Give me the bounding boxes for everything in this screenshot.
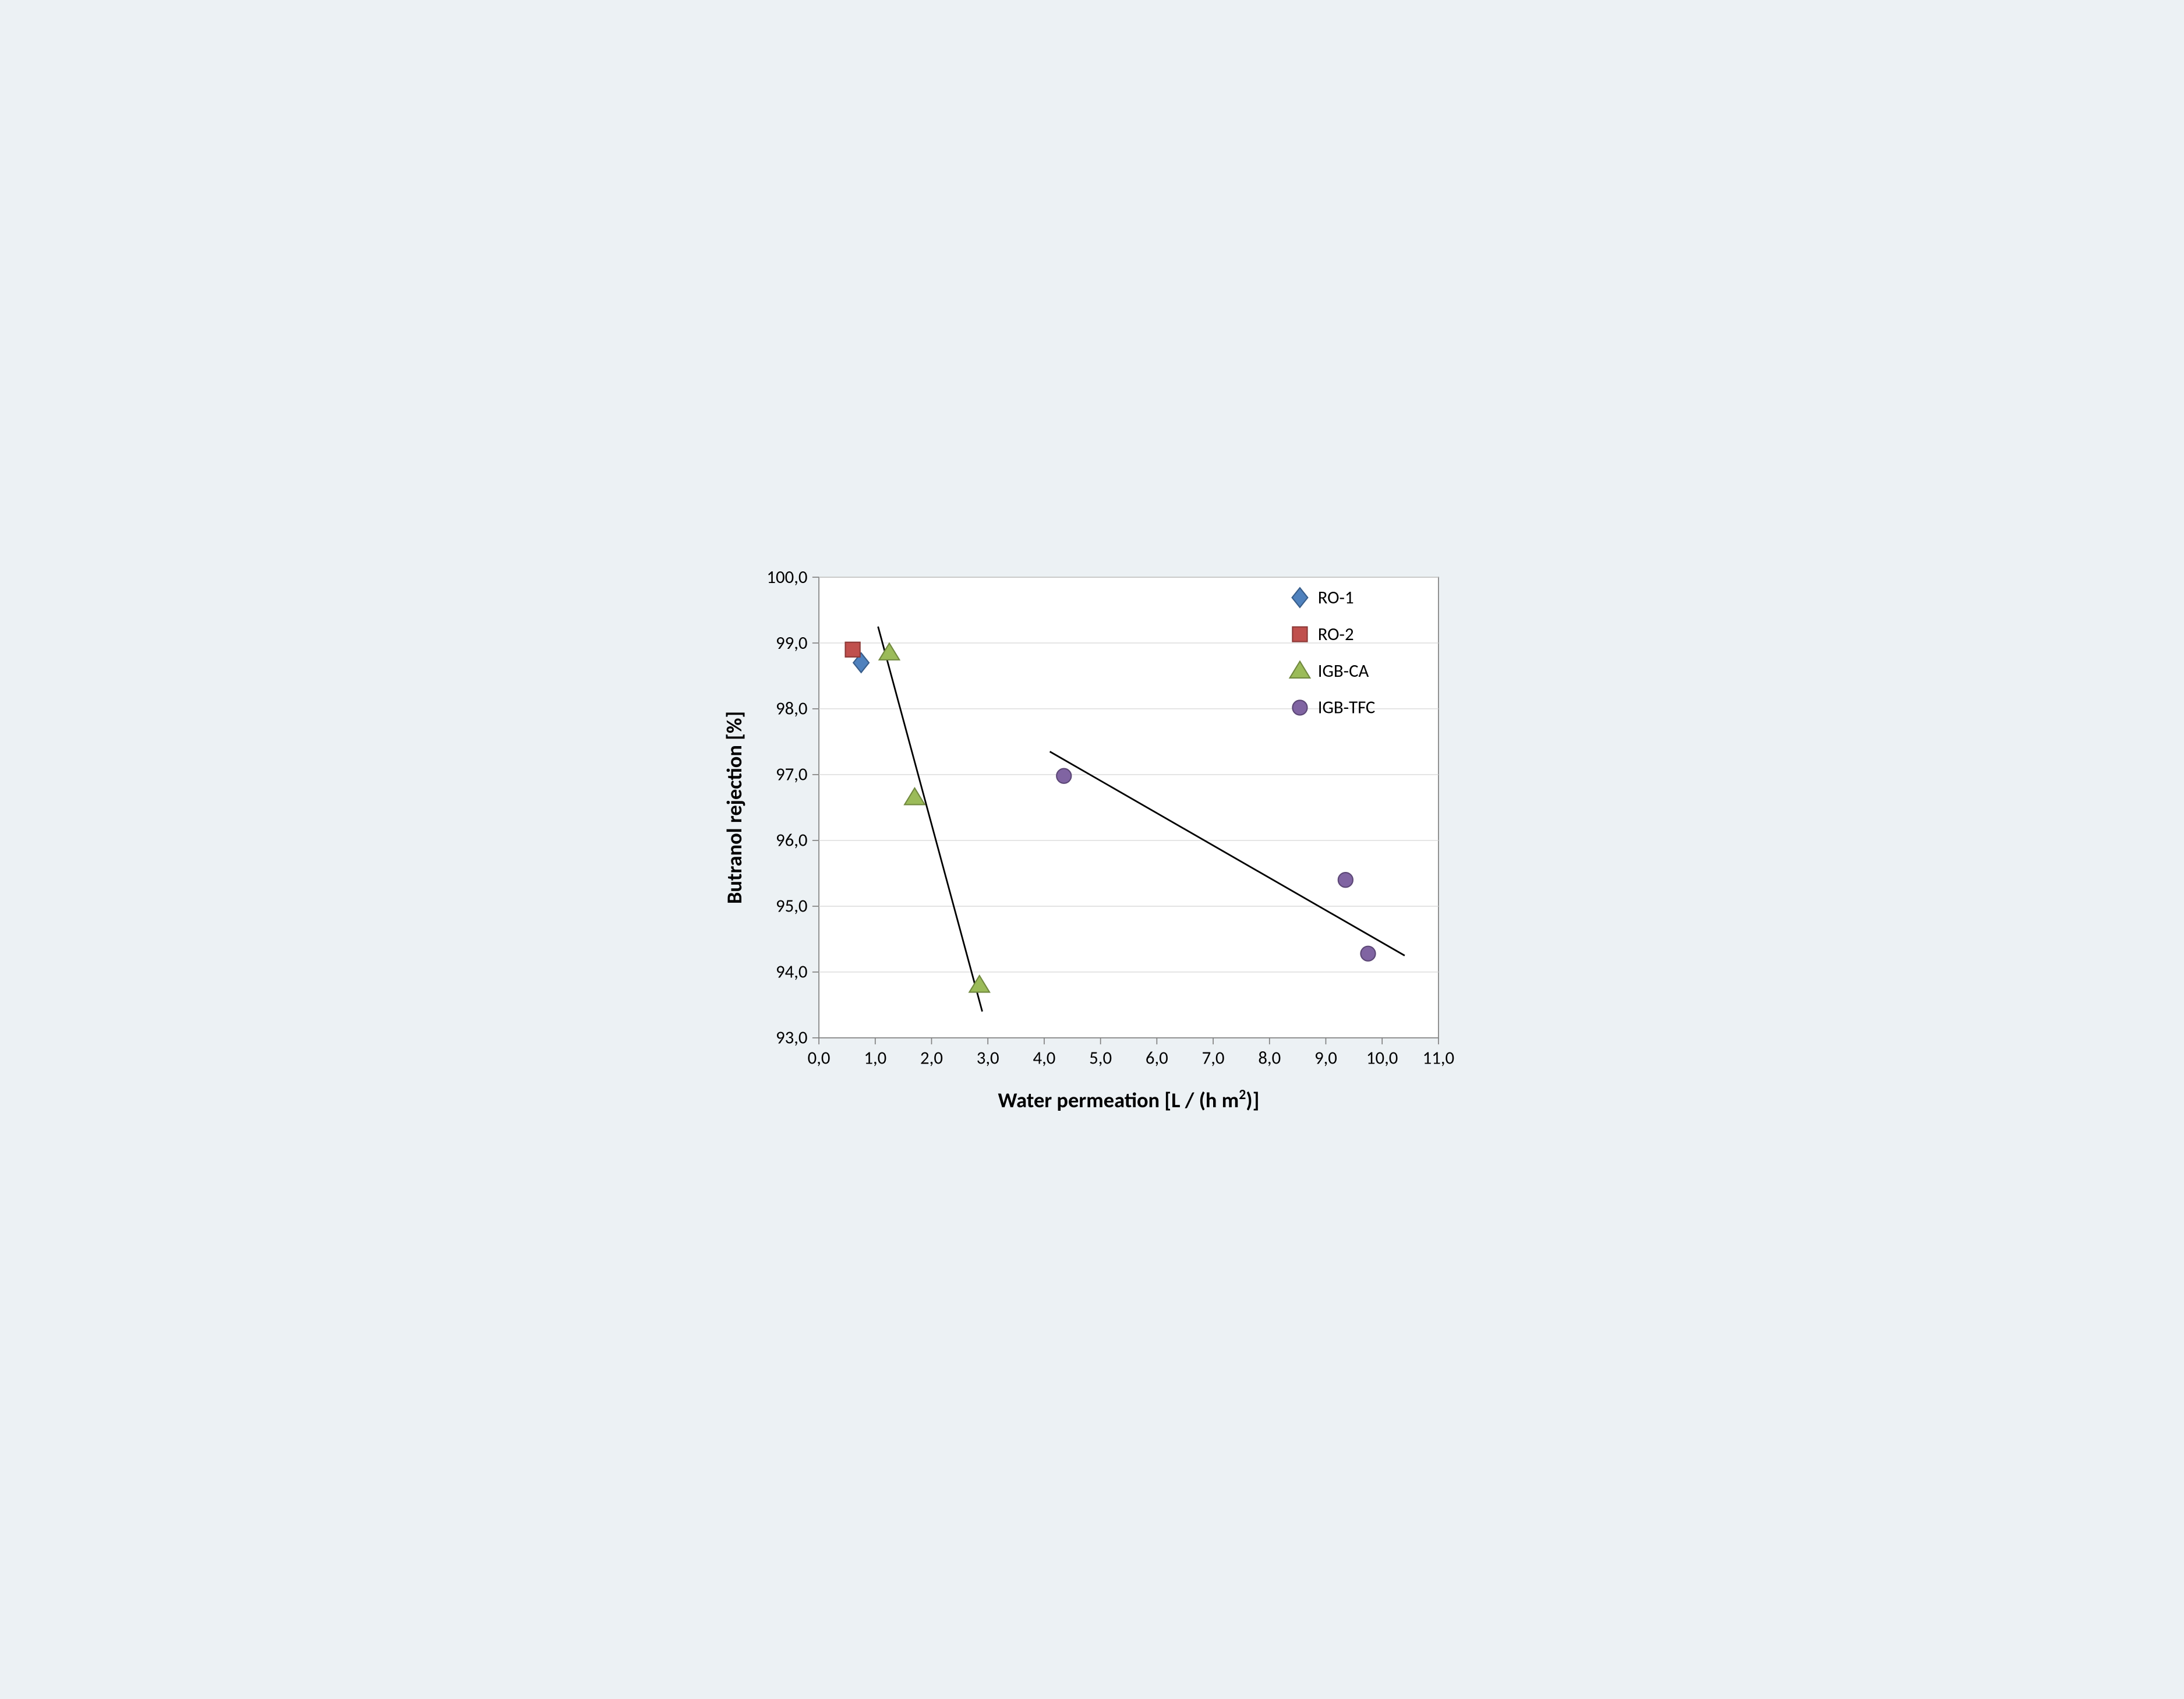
y-axis-label: Butranol rejection [%] — [721, 711, 747, 904]
scatter-chart: 93,0 94,0 95,0 96,0 97,0 98,0 99,0 100,0 0,0 1,0 2… — [684, 532, 1500, 1167]
legend-label: IGB-TFC — [1318, 697, 1376, 719]
x-tick-label: 9,0 — [1314, 1048, 1337, 1069]
x-tick-label: 1,0 — [864, 1048, 886, 1069]
data-point — [1360, 946, 1375, 961]
x-tick-label: 5,0 — [1089, 1048, 1112, 1069]
x-tick-label: 0,0 — [808, 1048, 831, 1069]
x-tick-label: 3,0 — [977, 1048, 999, 1069]
legend-label: RO-1 — [1318, 587, 1354, 609]
data-point — [1056, 769, 1071, 783]
x-tick-label: 10,0 — [1366, 1048, 1398, 1069]
x-tick-label: 2,0 — [920, 1048, 943, 1069]
x-tick-label: 7,0 — [1202, 1048, 1225, 1069]
y-tick-label: 97,0 — [776, 764, 807, 786]
y-tick-label: 98,0 — [776, 698, 807, 720]
x-axis-label: Water permeation [L / (h m2)] — [998, 1086, 1260, 1112]
legend-label: RO-2 — [1318, 624, 1354, 645]
y-tick-label: 95,0 — [776, 896, 807, 917]
x-tick-label: 8,0 — [1258, 1048, 1281, 1069]
chart-container: 93,0 94,0 95,0 96,0 97,0 98,0 99,0 100,0 0,0 1,0 2… — [684, 532, 1500, 1167]
y-tick-label: 96,0 — [776, 830, 807, 852]
x-tick-label: 11,0 — [1423, 1048, 1454, 1069]
plot-area — [819, 577, 1439, 1038]
y-tick-label: 99,0 — [776, 633, 807, 654]
y-tick-label: 100,0 — [766, 567, 807, 588]
x-tick-label: 6,0 — [1146, 1048, 1168, 1069]
x-tick-label: 4,0 — [1033, 1048, 1055, 1069]
data-point — [846, 642, 860, 657]
y-tick-label: 94,0 — [776, 962, 807, 983]
y-tick-label: 93,0 — [776, 1027, 807, 1049]
legend-label: IGB-CA — [1318, 660, 1369, 682]
data-point — [1338, 873, 1353, 887]
